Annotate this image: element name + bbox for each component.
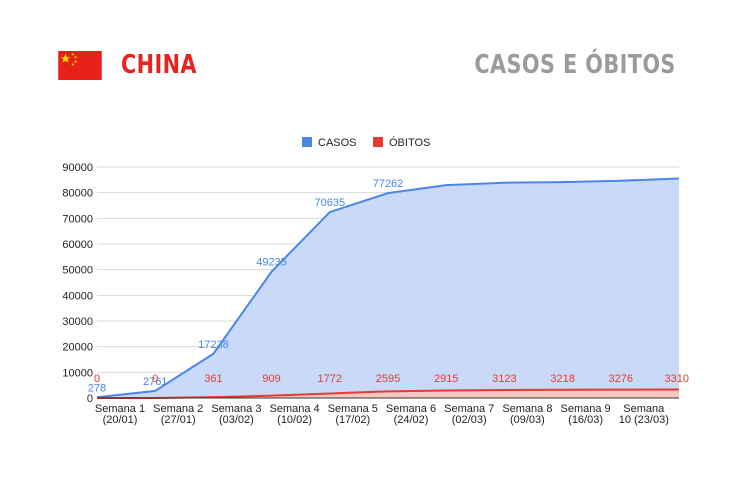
x-tick-label: Semana 4 (10/02) — [270, 403, 320, 426]
flag-small-star-4 — [71, 62, 75, 66]
chart-areas — [97, 178, 679, 398]
x-tick-label: Semana 1 (20/01) — [95, 403, 145, 426]
data-label: 3310 — [665, 373, 689, 385]
flag-small-star-3 — [74, 59, 78, 63]
data-label: 70635 — [315, 197, 346, 209]
data-label: 2915 — [434, 373, 458, 385]
x-tick-label: Semana 9 (16/03) — [561, 403, 611, 426]
y-tick-label: 20000 — [62, 342, 93, 354]
x-tick-label: Semana 8 (09/03) — [502, 403, 552, 426]
data-label: 3276 — [609, 373, 633, 385]
data-label: 361 — [204, 373, 222, 385]
y-tick-label: 30000 — [62, 316, 93, 328]
legend-swatch — [302, 137, 312, 147]
data-label: 3218 — [550, 373, 574, 385]
x-tick-label: Semana 3 (03/02) — [211, 403, 261, 426]
y-tick-label: 40000 — [62, 290, 93, 302]
country-title: CHINA — [121, 50, 197, 80]
legend-swatch — [373, 137, 383, 147]
data-label: 909 — [262, 373, 280, 385]
data-label: 17238 — [198, 339, 229, 351]
data-labels: 278 2761 17238 49235 70635 77262 0 0 361 909 1772 2… — [88, 178, 689, 394]
china-flag-icon — [58, 51, 102, 80]
x-tick-label: Semana 5 (17/02) — [328, 403, 378, 426]
y-tick-label: 80000 — [62, 188, 93, 200]
x-tick-label: Semana 7 (02/03) — [444, 403, 494, 426]
y-tick-label: 60000 — [62, 239, 93, 251]
y-axis: 0 10000 20000 30000 40000 50000 60000 70000 8000… — [62, 162, 93, 405]
data-label: 278 — [88, 382, 106, 394]
flag-small-star-2 — [74, 55, 78, 59]
data-label: 2595 — [376, 373, 400, 385]
data-label: 0 — [94, 373, 100, 385]
flag-small-star-1 — [71, 52, 75, 56]
y-tick-label: 0 — [87, 393, 93, 405]
series-line-0 — [96, 177, 680, 399]
x-tick-label: Semana 10 (23/03) — [619, 403, 669, 426]
y-tick-label: 70000 — [62, 213, 93, 225]
data-label: 3123 — [492, 373, 516, 385]
area-1 — [97, 389, 679, 398]
flag-big-star — [60, 53, 71, 63]
x-axis: Semana 1 (20/01) Semana 2 (27/01) Semana 3 (0… — [95, 397, 679, 426]
chart-legend: CASOS ÓBITOS — [302, 136, 430, 149]
data-label: 77262 — [373, 178, 404, 190]
y-tick-label: 50000 — [62, 265, 93, 277]
series-line-1 — [97, 388, 680, 399]
legend-label: ÓBITOS — [389, 136, 430, 149]
data-label: 0 — [152, 373, 158, 385]
data-label: 1772 — [318, 373, 342, 385]
x-tick-label: Semana 6 (24/02) — [386, 403, 436, 426]
y-tick-label: 90000 — [62, 162, 93, 174]
data-label: 2761 — [143, 376, 167, 388]
area-0 — [97, 178, 679, 398]
chart-lines — [96, 177, 680, 399]
section-title: CASOS E ÓBITOS — [474, 50, 676, 80]
legend-label: CASOS — [318, 137, 357, 149]
x-tick-label: Semana 2 (27/01) — [153, 403, 203, 426]
y-tick-label: 10000 — [62, 367, 93, 379]
data-label: 49235 — [256, 257, 287, 269]
